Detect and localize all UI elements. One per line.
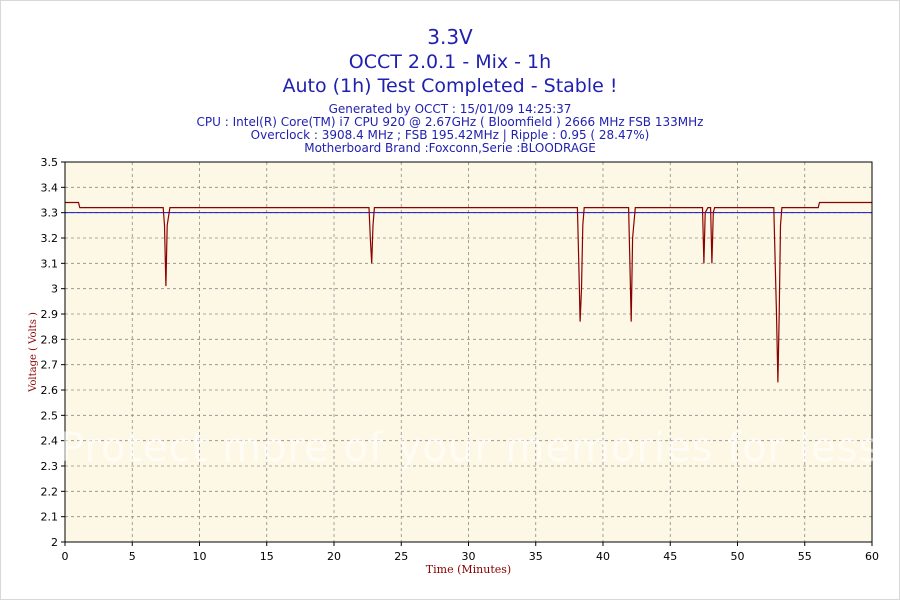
x-tick-label: 45: [663, 550, 677, 563]
generated-line: Generated by OCCT : 15/01/09 14:25:37: [328, 102, 572, 116]
x-tick-label: 25: [394, 550, 408, 563]
x-tick-label: 10: [193, 550, 207, 563]
x-tick-label: 30: [462, 550, 476, 563]
y-tick-label: 3: [51, 283, 58, 296]
chart-subtitle: OCCT 2.0.1 - Mix - 1h: [348, 51, 552, 73]
x-axis-title: Time (Minutes): [426, 563, 511, 576]
x-tick-label: 55: [798, 550, 812, 563]
y-tick-label: 3.3: [41, 207, 59, 220]
y-tick-label: 2.4: [41, 435, 59, 448]
system-info: Generated by OCCT : 15/01/09 14:25:37 CP…: [0, 103, 900, 155]
x-tick-label: 15: [260, 550, 274, 563]
x-tick-label: 50: [731, 550, 745, 563]
y-tick-label: 2: [51, 536, 58, 549]
y-tick-label: 2.2: [41, 485, 59, 498]
x-tick-label: 5: [129, 550, 136, 563]
chart-titles: 3.3V OCCT 2.0.1 - Mix - 1h Auto (1h) Tes…: [0, 24, 900, 98]
y-tick-label: 3.4: [41, 181, 59, 194]
x-tick-label: 20: [327, 550, 341, 563]
y-axis-title: Voltage ( Volts ): [28, 312, 39, 393]
x-tick-label: 40: [596, 550, 610, 563]
x-tick-label: 60: [865, 550, 879, 563]
test-status: Auto (1h) Test Completed - Stable !: [282, 75, 618, 97]
y-tick-label: 2.9: [41, 308, 59, 321]
chart-title: 3.3V: [427, 25, 473, 49]
y-tick-label: 3.1: [41, 257, 59, 270]
series-line: [65, 201, 872, 383]
x-tick-label: 0: [62, 550, 69, 563]
motherboard-line: Motherboard Brand :Foxconn,Serie :BLOODR…: [304, 141, 596, 155]
y-tick-label: 3.2: [41, 232, 59, 245]
y-tick-label: 3.5: [41, 156, 59, 169]
plot-area: [65, 162, 872, 542]
x-tick-label: 35: [529, 550, 543, 563]
y-tick-label: 2.5: [41, 409, 59, 422]
y-tick-label: 2.3: [41, 460, 59, 473]
y-tick-label: 2.1: [41, 511, 59, 524]
y-tick-label: 2.7: [41, 359, 59, 372]
cpu-line: CPU : Intel(R) Core(TM) i7 CPU 920 @ 2.6…: [196, 115, 704, 129]
y-tick-label: 2.6: [41, 384, 59, 397]
overclock-line: Overclock : 3908.4 MHz ; FSB 195.42MHz |…: [250, 128, 650, 142]
y-tick-label: 2.8: [41, 333, 59, 346]
